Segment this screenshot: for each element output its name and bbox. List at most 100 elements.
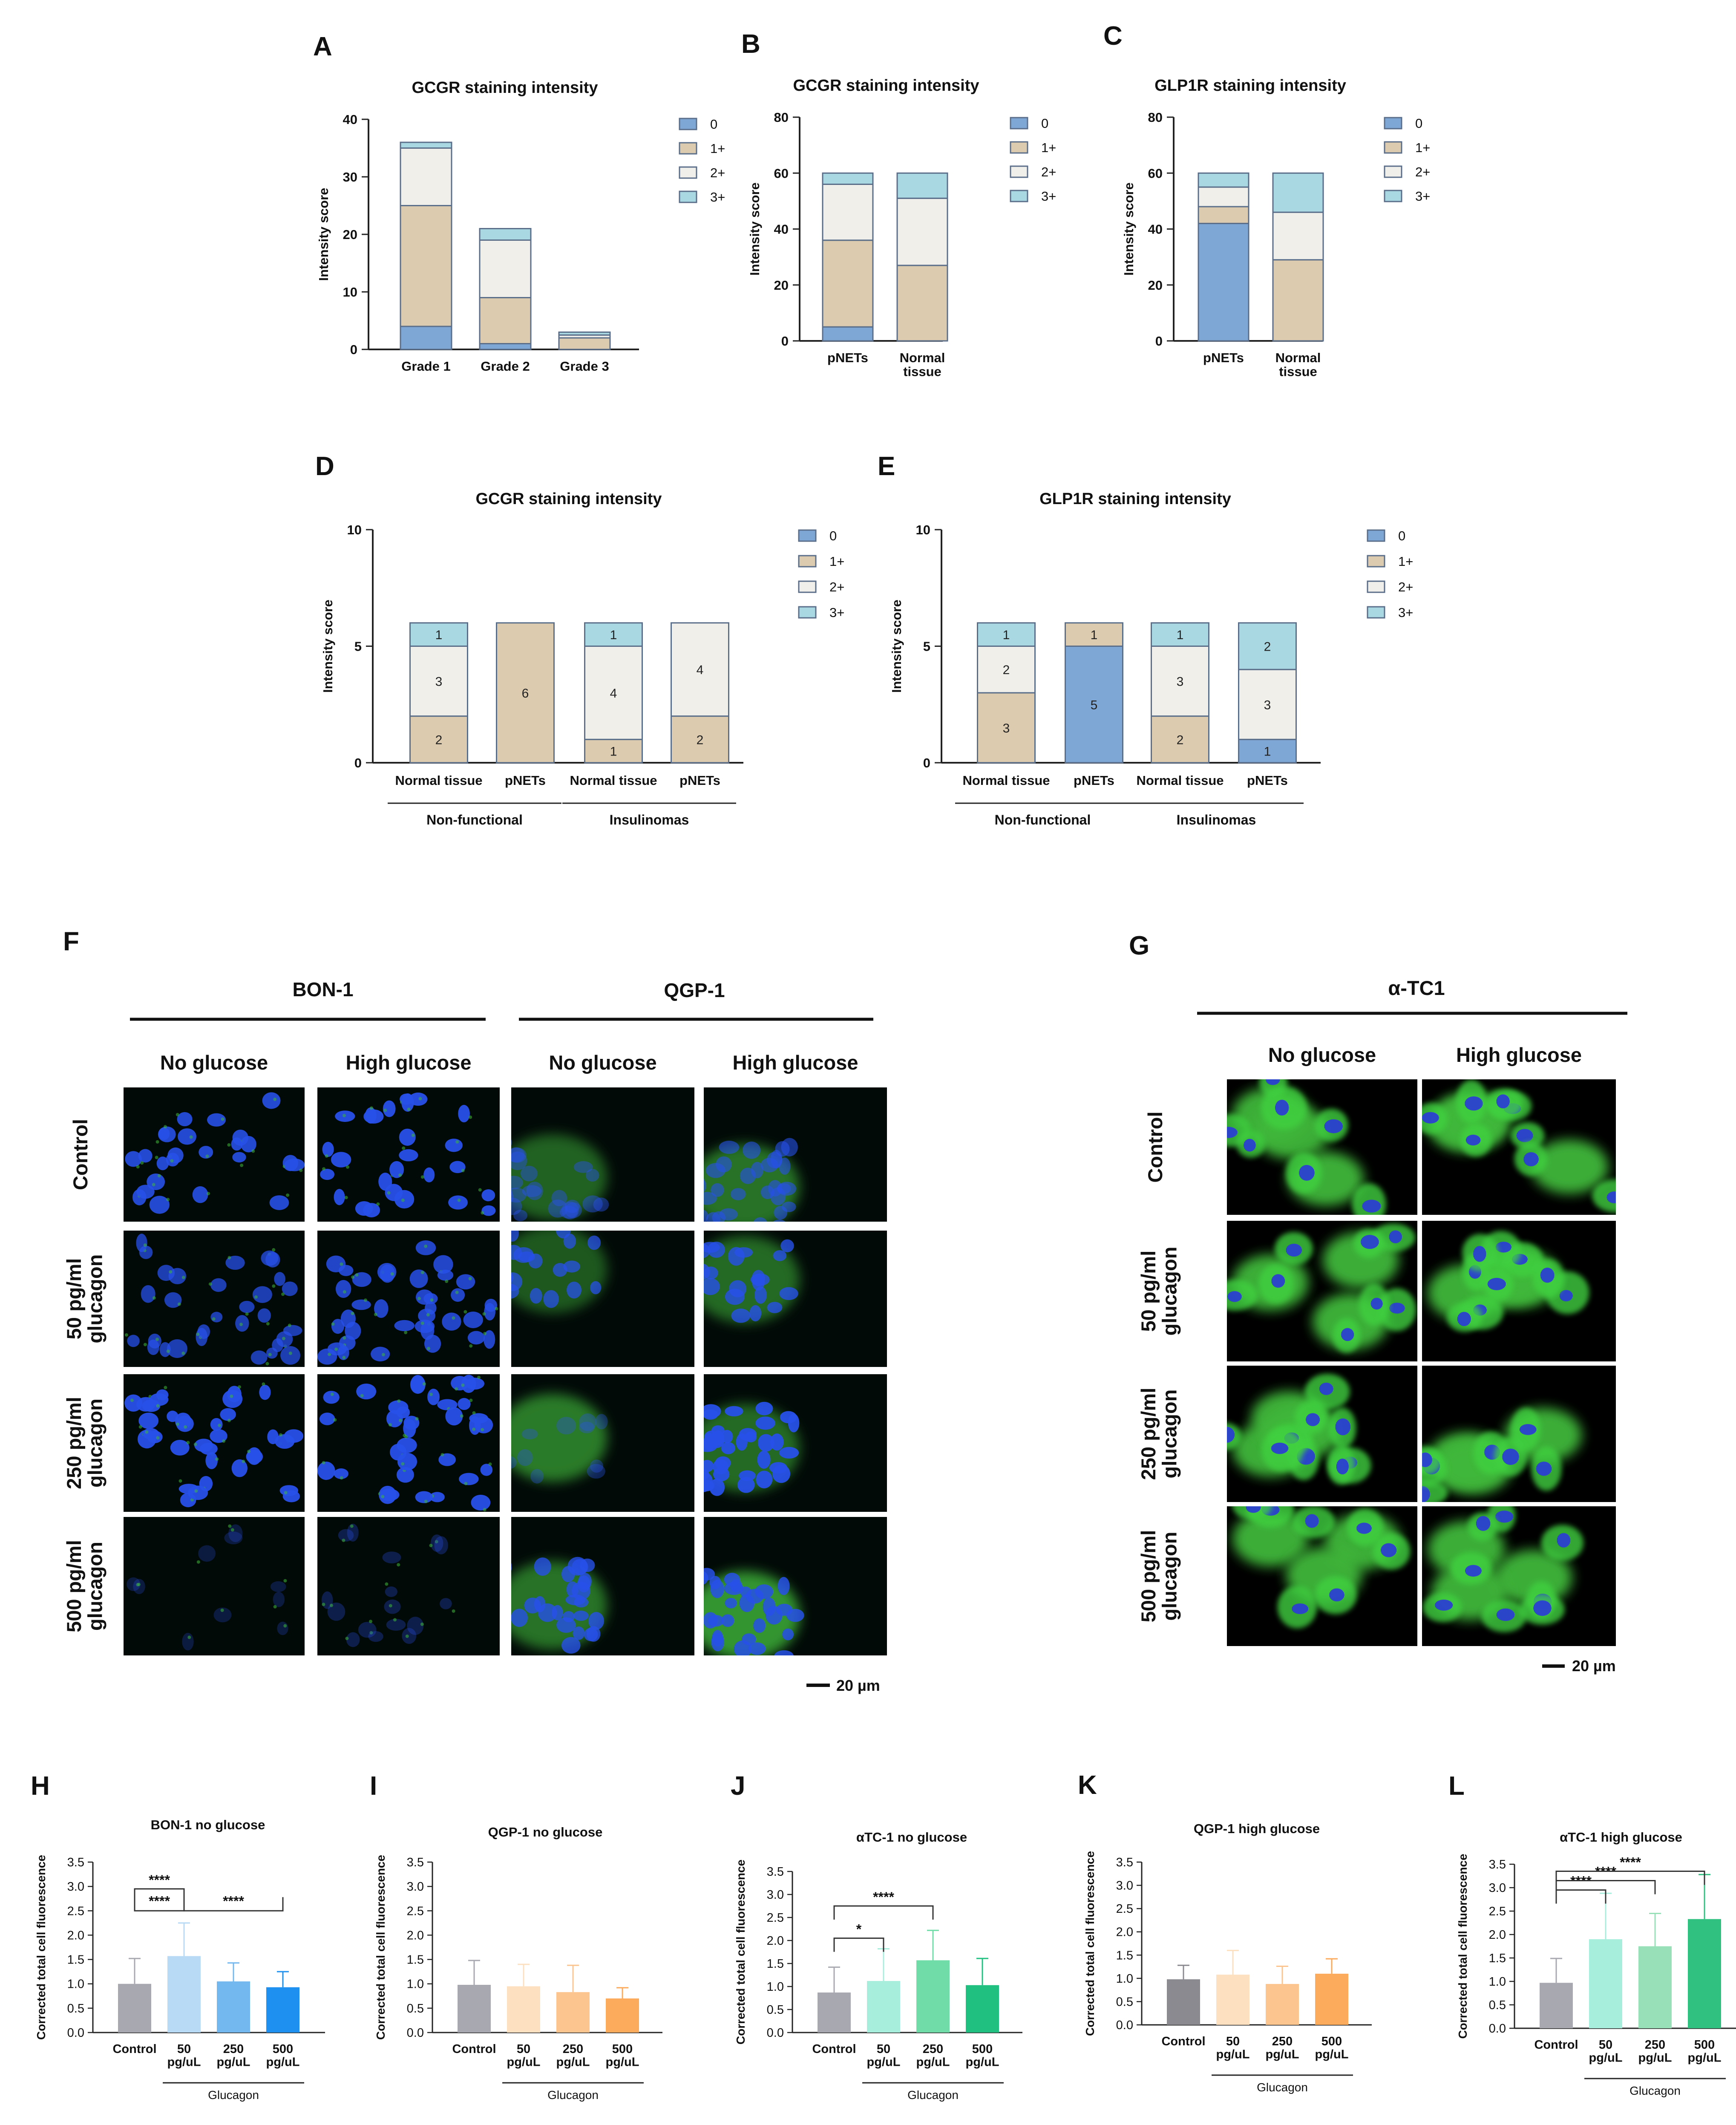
- x-tick-label-I-2: 250 pg/uL: [556, 2042, 590, 2069]
- micrograph-F-r0-c1-speck: [370, 1106, 374, 1110]
- micrograph-F-r0-c1-nucleus: [363, 1203, 380, 1217]
- x-tick-label-D-1: pNETs: [505, 773, 546, 788]
- micrograph-G-r3-c1-nucleus: [1496, 1608, 1515, 1621]
- micrograph-F-r2-c3-nucleus: [721, 1442, 736, 1454]
- micrograph-F-r2-c1-nucleus: [379, 1488, 400, 1501]
- row-label-G-3: 500 pg/mlglucagon: [1137, 1530, 1180, 1623]
- chart-title-E: GLP1R staining intensity: [1039, 490, 1231, 508]
- bar-D-2-s3: [584, 622, 643, 647]
- micrograph-F-r0-c2-nucleus: [548, 1199, 568, 1218]
- micrograph-F-r3-c1-speck: [369, 1631, 373, 1635]
- y-tick-label-I: 2.5: [407, 1904, 424, 1918]
- legend-swatch-E-1: [1367, 555, 1385, 568]
- micrograph-F-r2-c3-nucleus: [745, 1431, 757, 1442]
- chart-A: GCGR staining intensity 0 10 20 30 40 Intensit…: [316, 79, 725, 374]
- micrograph-F-r2-c3-nucleus: [725, 1406, 743, 1417]
- micrograph-F-r2-c0-speck: [227, 1419, 231, 1422]
- y-axis-label-D: Intensity score: [320, 600, 335, 693]
- micrograph-F-r3-c2-nucleus: [534, 1557, 551, 1576]
- micrograph-F-r2-c0-nucleus: [138, 1413, 159, 1429]
- micrograph-F-r3-c3-nucleus: [774, 1650, 794, 1655]
- micrograph-F-r1-c1-nucleus: [456, 1274, 475, 1290]
- legend-label-D-0: 0: [829, 528, 837, 543]
- bar-D-3-s1: [671, 715, 729, 764]
- micrograph-G-r0-c1-nucleus: [1523, 1152, 1539, 1167]
- micrograph-F-r0-c3-nucleus: [730, 1188, 746, 1200]
- legend-swatch-E-2: [1367, 580, 1385, 593]
- bar-D-0-s3: [409, 622, 468, 647]
- x-tick-label-J-3: 500 pg/uL: [966, 2042, 999, 2069]
- micrograph-F-r3-c2-nucleus: [561, 1637, 581, 1654]
- panel-letter-H: H: [31, 1771, 50, 1801]
- bar-E-2-s2: [1151, 646, 1209, 717]
- y-axis-label-C: Intensity score: [1121, 182, 1136, 276]
- y-tick-label-E: 0: [923, 755, 930, 770]
- y-tick-label-J: 3.0: [767, 1888, 784, 1902]
- micrograph-F-r0-c2-nucleus: [513, 1210, 527, 1221]
- y-tick-label-K: 3.0: [1116, 1879, 1133, 1893]
- micrograph-panel-F: BON-1 QGP-1 No glucose High glucose No gluco…: [63, 978, 887, 1694]
- y-tick-label-C: 0: [1155, 334, 1163, 349]
- micrograph-F-r1-c1-speck: [483, 1332, 487, 1335]
- micrograph-panel-G: α-TC1 No glucose High glucose Control 50 pg/…: [1137, 977, 1627, 1675]
- sig-label-H-0: ****: [149, 1872, 170, 1888]
- micrograph-F-r1-c0: [124, 1231, 305, 1367]
- micrograph-F-r2-c3-nucleus: [713, 1467, 730, 1482]
- y-tick-label-I: 0.0: [407, 2026, 424, 2040]
- y-tick-label-B: 60: [774, 166, 789, 181]
- micrograph-F-r3-c3-nucleus: [712, 1630, 723, 1646]
- bar-label-D-0-s2: 3: [435, 675, 443, 689]
- y-tick-label-A: 30: [343, 170, 357, 185]
- bar-A-0-s1: [400, 205, 452, 327]
- micrograph-G-r0-c0-nucleus: [1227, 1127, 1238, 1138]
- micrograph-F-r0-c1-nucleus: [399, 1149, 418, 1162]
- chart-title-A: GCGR staining intensity: [412, 79, 598, 97]
- bar-D-2-s2: [584, 646, 643, 740]
- micrograph-F-r2-c1-nucleus: [461, 1375, 476, 1393]
- micrograph-F-r0-c2-nucleus: [585, 1169, 599, 1182]
- micrograph-F-r3-c1-speck: [345, 1637, 349, 1641]
- micrograph-F-r3-c1-speck: [389, 1604, 392, 1608]
- legend-label-E-0: 0: [1398, 528, 1405, 543]
- micrograph-F-r2-c0-nucleus: [167, 1410, 178, 1422]
- panel-letter-G: G: [1129, 931, 1149, 960]
- y-tick-label-H: 3.0: [67, 1880, 84, 1894]
- micrograph-F-r0-c1-nucleus: [363, 1109, 384, 1124]
- micrograph-F-r1-c0-speck: [239, 1323, 243, 1326]
- micrograph-F-r2-c1-nucleus: [356, 1383, 377, 1400]
- micrograph-F-r2-c1-nucleus: [474, 1416, 493, 1433]
- x-tick-label-L-2: 250 pg/uL: [1638, 2038, 1672, 2064]
- micrograph-G-r2-c1-nucleus: [1519, 1424, 1537, 1435]
- micrograph-F-r1-c1-nucleus: [352, 1272, 371, 1287]
- micrograph-F-r2-c1-speck: [340, 1476, 343, 1480]
- group-label-E-0: Non-functional: [995, 812, 1091, 828]
- micrograph-F-r2-c1-nucleus: [334, 1468, 348, 1479]
- micrograph-F-r0-c1-speck: [401, 1198, 405, 1202]
- bar-K-1: [1216, 1975, 1249, 2025]
- micrograph-F-r1-c2-nucleus: [530, 1288, 542, 1304]
- x-tick-label-H-3: 500 pg/uL: [266, 2042, 300, 2069]
- y-tick-label-D: 0: [354, 755, 362, 770]
- micrograph-F-r1-c1-speck: [328, 1352, 331, 1356]
- micrograph-F-r3-c0-speck: [187, 1635, 191, 1639]
- bar-E-1-s1: [1065, 622, 1123, 647]
- micrograph-F-r0-c1-nucleus: [481, 1189, 495, 1202]
- x-tick-label-L-1: 50 pg/uL: [1589, 2038, 1623, 2064]
- micrograph-F-r0-c2-nucleus: [522, 1185, 542, 1197]
- micrograph-F-r3-c0-nucleus: [127, 1577, 141, 1592]
- micrograph-F-r2-c0-speck: [215, 1457, 219, 1461]
- micrograph-F-r3-c1-nucleus: [384, 1599, 401, 1614]
- x-tick-label-C-1: Normal tissue: [1275, 350, 1321, 379]
- micrograph-F-r3-c0-speck: [137, 1583, 141, 1586]
- micrograph-G-r2-c0: [1227, 1366, 1417, 1502]
- micrograph-F-r1-c1-speck: [343, 1290, 346, 1294]
- micrograph-F-r2-c0-speck: [238, 1385, 242, 1389]
- chart-title-J: αTC-1 no glucose: [856, 1830, 967, 1845]
- y-axis-label-I: Corrected total cell fluorescence: [374, 1855, 387, 2040]
- micrograph-G-r0-c0-cell: [1259, 1079, 1287, 1098]
- micrograph-F-r1-c2-nucleus: [563, 1260, 580, 1273]
- bar-J-2: [916, 1960, 950, 2033]
- micrograph-G-r3-c0-nucleus: [1329, 1588, 1344, 1602]
- micrograph-F-r2-c1-speck: [460, 1414, 464, 1418]
